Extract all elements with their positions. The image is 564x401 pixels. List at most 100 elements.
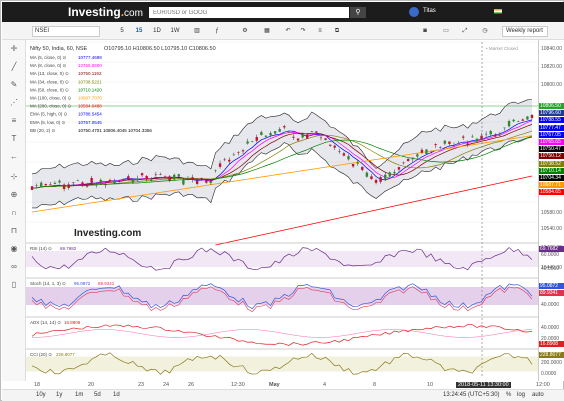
india-flag-icon[interactable] — [494, 9, 502, 14]
candle-body — [237, 152, 240, 153]
adx-value: 16.8908 — [64, 320, 81, 325]
candle-body — [273, 131, 277, 134]
indicators-icon[interactable]: ƒ — [215, 28, 219, 34]
price-badge: 10738.52 — [539, 160, 564, 167]
range-10y[interactable]: 10y — [36, 392, 46, 398]
candle-body — [168, 176, 171, 181]
stoch-value-1: 95.0872 — [74, 281, 91, 286]
candle-body — [507, 121, 511, 127]
lock-icon[interactable]: ⊓ — [10, 226, 18, 235]
candle-body — [49, 184, 52, 186]
zoom-icon[interactable]: ⊕ — [10, 190, 18, 199]
logo-text: Investing — [68, 5, 121, 19]
candle-body — [374, 179, 378, 183]
candle-body — [283, 126, 286, 128]
redo-icon[interactable]: ↷ — [300, 28, 306, 34]
candle-body — [214, 170, 217, 171]
interval-15[interactable]: 15 — [135, 28, 143, 34]
interval-1d[interactable]: 1D — [153, 28, 161, 34]
scale-auto[interactable]: auto — [532, 392, 544, 398]
range-5d[interactable]: 5d — [94, 392, 101, 398]
candle-body — [99, 179, 103, 183]
weekly-report-select[interactable]: Weekly report — [502, 26, 548, 37]
price-badge: 10777.47 — [539, 124, 564, 131]
scale-percent[interactable]: % — [506, 392, 512, 398]
user-avatar[interactable] — [409, 7, 419, 17]
bollinger-fill — [32, 99, 532, 208]
candle-body — [416, 154, 419, 157]
search-icon[interactable]: ⚲ — [350, 7, 366, 18]
cci-band — [26, 356, 538, 372]
indicator-value: 10738.5221 — [78, 79, 102, 84]
alarm-icon[interactable]: ◷ — [482, 28, 488, 34]
fib-icon[interactable]: ≡ — [11, 116, 17, 125]
measure-icon[interactable]: ⊹ — [10, 172, 18, 181]
x-tick-label: 20 — [88, 382, 95, 388]
layout-icon[interactable]: ⧉ — [334, 28, 340, 34]
candle-body — [494, 134, 497, 137]
cci-line — [31, 352, 533, 375]
candle-body — [324, 138, 327, 140]
candle-body — [471, 136, 474, 138]
camera-icon[interactable]: ◙ — [423, 28, 427, 34]
candle-body — [44, 183, 47, 186]
collapse-icon[interactable]: ← — [10, 152, 18, 161]
chart-canvas[interactable]: Investing.com Nifty 50, India, 60, NSE O10… — [26, 40, 538, 381]
x-tick-label: 24 — [163, 382, 170, 388]
compare-icon[interactable]: ▦ — [264, 28, 270, 34]
crosshair-time-label: 2018-05-11 13:30:00 — [456, 382, 511, 388]
hide-icon[interactable]: ◉ — [10, 244, 18, 253]
delete-icon[interactable]: ▯ — [11, 280, 17, 289]
crosshair-icon[interactable]: ✛ — [10, 44, 18, 53]
pattern-icon[interactable]: ⋰ — [10, 98, 18, 107]
interval-5[interactable]: 5 — [120, 28, 124, 34]
settings-icon[interactable]: ⚙ — [242, 28, 248, 34]
magnet-icon[interactable]: ∩ — [11, 208, 17, 217]
candle-body — [434, 144, 437, 146]
user-name[interactable]: Titas — [423, 8, 436, 14]
price-badge: 10767.05 — [539, 131, 564, 138]
fullscreen-icon[interactable]: ▭ — [443, 28, 449, 34]
range-1d[interactable]: 1d — [113, 392, 120, 398]
interval-1w[interactable]: 1W — [170, 28, 180, 34]
scale-log[interactable]: log — [517, 392, 526, 398]
price-badge: 10788.55 — [539, 117, 564, 124]
candle-body — [140, 173, 144, 176]
symbol-input[interactable]: NSEI — [32, 26, 100, 37]
candle-body — [512, 119, 515, 122]
candle-body — [53, 183, 57, 185]
trend-line-icon[interactable]: ╱ — [11, 62, 17, 71]
range-1y[interactable]: 1y — [56, 392, 63, 398]
investing-logo[interactable]: Investing.com — [68, 5, 143, 19]
logo-com: com — [124, 8, 143, 19]
candle-body — [480, 135, 483, 140]
candle-body — [39, 182, 43, 187]
candle-type-icon[interactable]: ▥ — [194, 28, 200, 34]
price-badge: 10765.65 — [539, 139, 564, 145]
y-tick-label: 10540.00 — [541, 226, 562, 232]
undo-icon[interactable]: ↶ — [285, 28, 291, 34]
menu-icon[interactable]: ≡ — [318, 28, 322, 34]
candle-body — [296, 138, 300, 141]
x-tick-label: 23 — [138, 382, 145, 388]
candle-body — [200, 177, 203, 179]
candle-body — [195, 180, 199, 184]
candle-body — [260, 132, 263, 136]
link-icon[interactable]: ∞ — [11, 262, 17, 271]
candle-body — [255, 136, 258, 141]
x-tick-label: 26 — [188, 382, 195, 388]
range-1m[interactable]: 1m — [75, 392, 84, 398]
indicator-value: 10710.1420 — [78, 87, 102, 92]
price-badge: 10750.47 — [539, 146, 564, 153]
indicator-name: EMA (5, high, 0) ⊙ — [30, 112, 68, 117]
candle-body — [72, 182, 75, 184]
brush-icon[interactable]: ✎ — [10, 80, 18, 89]
indicator-name: MA (5, close, 0) ⊙ — [30, 55, 67, 60]
text-icon[interactable]: T — [11, 134, 17, 143]
ohlc-values: O10795.10 H10806.50 L10795.10 C10806.50 — [104, 46, 216, 52]
candle-body — [356, 162, 359, 164]
search-input[interactable] — [149, 7, 349, 18]
candle-body — [131, 179, 135, 183]
expand-icon[interactable]: ⤢ — [462, 28, 468, 34]
